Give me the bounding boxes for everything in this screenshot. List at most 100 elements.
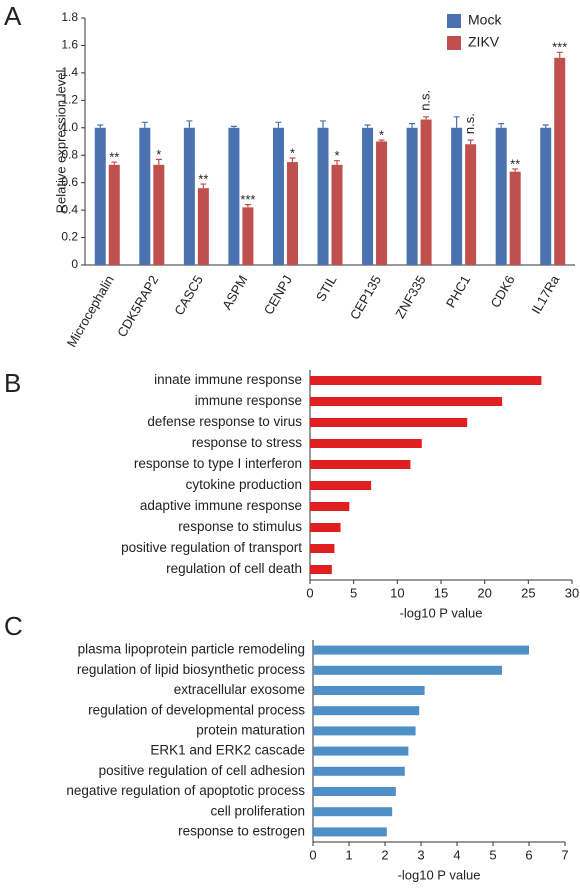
y-tick-label: extracellular exosome — [174, 682, 305, 697]
bar — [310, 397, 503, 406]
x-tick-label: CENPJ — [261, 273, 295, 317]
y-tick-label: regulation of lipid biosynthetic process — [77, 662, 305, 677]
y-tick-label: regulation of cell death — [166, 561, 302, 576]
y-tick-label: immune response — [195, 393, 302, 408]
significance-label: * — [334, 148, 339, 163]
bar — [310, 565, 332, 574]
y-tick-label: response to type I interferon — [134, 456, 302, 471]
x-axis-title: -log10 P value — [398, 867, 481, 882]
error-bar — [364, 124, 371, 128]
bar — [465, 144, 477, 265]
y-tick-label: defense response to virus — [147, 414, 302, 429]
error-bar — [111, 161, 118, 165]
significance-label: * — [156, 147, 161, 162]
bar — [376, 141, 388, 265]
significance-label: *** — [240, 192, 255, 207]
error-bar — [97, 124, 104, 128]
bar — [313, 827, 387, 837]
error-bar — [334, 160, 340, 165]
bar — [313, 686, 425, 695]
y-tick-label: 1.2 — [61, 93, 78, 107]
y-tick-label: 1.8 — [61, 10, 78, 24]
y-tick-label: regulation of developmental process — [88, 702, 305, 717]
bar — [495, 127, 507, 266]
legend-swatch — [447, 36, 461, 50]
bar — [310, 544, 335, 553]
bar — [313, 726, 416, 736]
x-tick-label: 25 — [521, 585, 535, 600]
bar — [310, 418, 468, 427]
bar — [310, 523, 341, 532]
x-tick-label: 10 — [390, 585, 404, 600]
legend-swatch — [447, 14, 461, 28]
x-tick-label: CDK6 — [487, 273, 517, 311]
x-tick-label: CEP135 — [347, 273, 384, 322]
y-tick-label: 0.4 — [61, 202, 78, 216]
bar — [310, 460, 411, 469]
bar — [313, 645, 529, 655]
x-tick-label: 20 — [477, 585, 491, 600]
bar — [313, 807, 393, 817]
bar — [540, 127, 552, 266]
y-tick-label: 1.6 — [61, 38, 78, 52]
y-tick-label: plasma lipoprotein particle remodeling — [78, 642, 305, 657]
significance-label: n.s. — [418, 90, 433, 111]
bar — [554, 57, 566, 265]
error-bar — [378, 139, 385, 142]
x-tick-label: Microcephalin — [64, 273, 117, 350]
x-tick-label: 1 — [345, 847, 352, 862]
x-tick-label: 5 — [350, 585, 357, 600]
y-tick-label: response to stress — [192, 435, 303, 450]
x-tick-label: STIL — [313, 273, 340, 304]
error-bar — [542, 124, 549, 128]
bar — [183, 127, 195, 266]
error-bar — [200, 183, 207, 189]
panel-letter: B — [4, 368, 21, 398]
panel-letter: A — [4, 1, 22, 31]
error-bar — [556, 51, 563, 58]
x-tick-label: 7 — [561, 847, 568, 862]
significance-label: ** — [510, 156, 520, 171]
significance-label: ** — [109, 150, 119, 165]
y-tick-label: cell proliferation — [210, 803, 305, 818]
bar — [313, 787, 396, 796]
x-tick-label: 6 — [525, 847, 532, 862]
x-tick-label: PHC1 — [443, 273, 473, 311]
bar — [406, 127, 418, 266]
bar — [242, 207, 254, 265]
x-tick-label: 0 — [306, 585, 313, 600]
error-bar — [275, 121, 282, 128]
x-tick-label: IL17Ra — [528, 272, 562, 316]
bar — [313, 746, 409, 756]
error-bar — [423, 116, 430, 120]
error-bar — [409, 123, 416, 128]
significance-label: * — [290, 145, 295, 160]
bar — [153, 164, 165, 265]
error-bar — [512, 168, 519, 172]
bar — [420, 119, 432, 266]
y-tick-label: 0 — [71, 257, 78, 271]
y-tick-label: 0.2 — [61, 230, 78, 244]
bar — [139, 127, 151, 266]
bar — [313, 706, 420, 716]
y-tick-label: 1.4 — [61, 65, 78, 79]
x-tick-label: 5 — [489, 847, 496, 862]
x-tick-label: ASPM — [219, 273, 250, 312]
y-tick-label: negative regulation of apoptotic process — [66, 783, 305, 798]
y-tick-label: cytokine production — [186, 477, 302, 492]
significance-label: ** — [198, 171, 208, 186]
bar — [310, 481, 372, 490]
y-tick-label: response to estrogen — [178, 823, 305, 838]
error-bar — [467, 139, 474, 145]
bar — [197, 188, 209, 265]
x-tick-label: 4 — [453, 847, 460, 862]
bar — [286, 162, 298, 265]
panel-letter: C — [4, 611, 23, 641]
bar — [313, 665, 502, 675]
x-axis-title: -log10 P value — [400, 605, 483, 620]
error-bar — [155, 158, 162, 165]
bar — [331, 164, 343, 265]
bar — [94, 127, 106, 266]
error-bar — [498, 123, 505, 128]
